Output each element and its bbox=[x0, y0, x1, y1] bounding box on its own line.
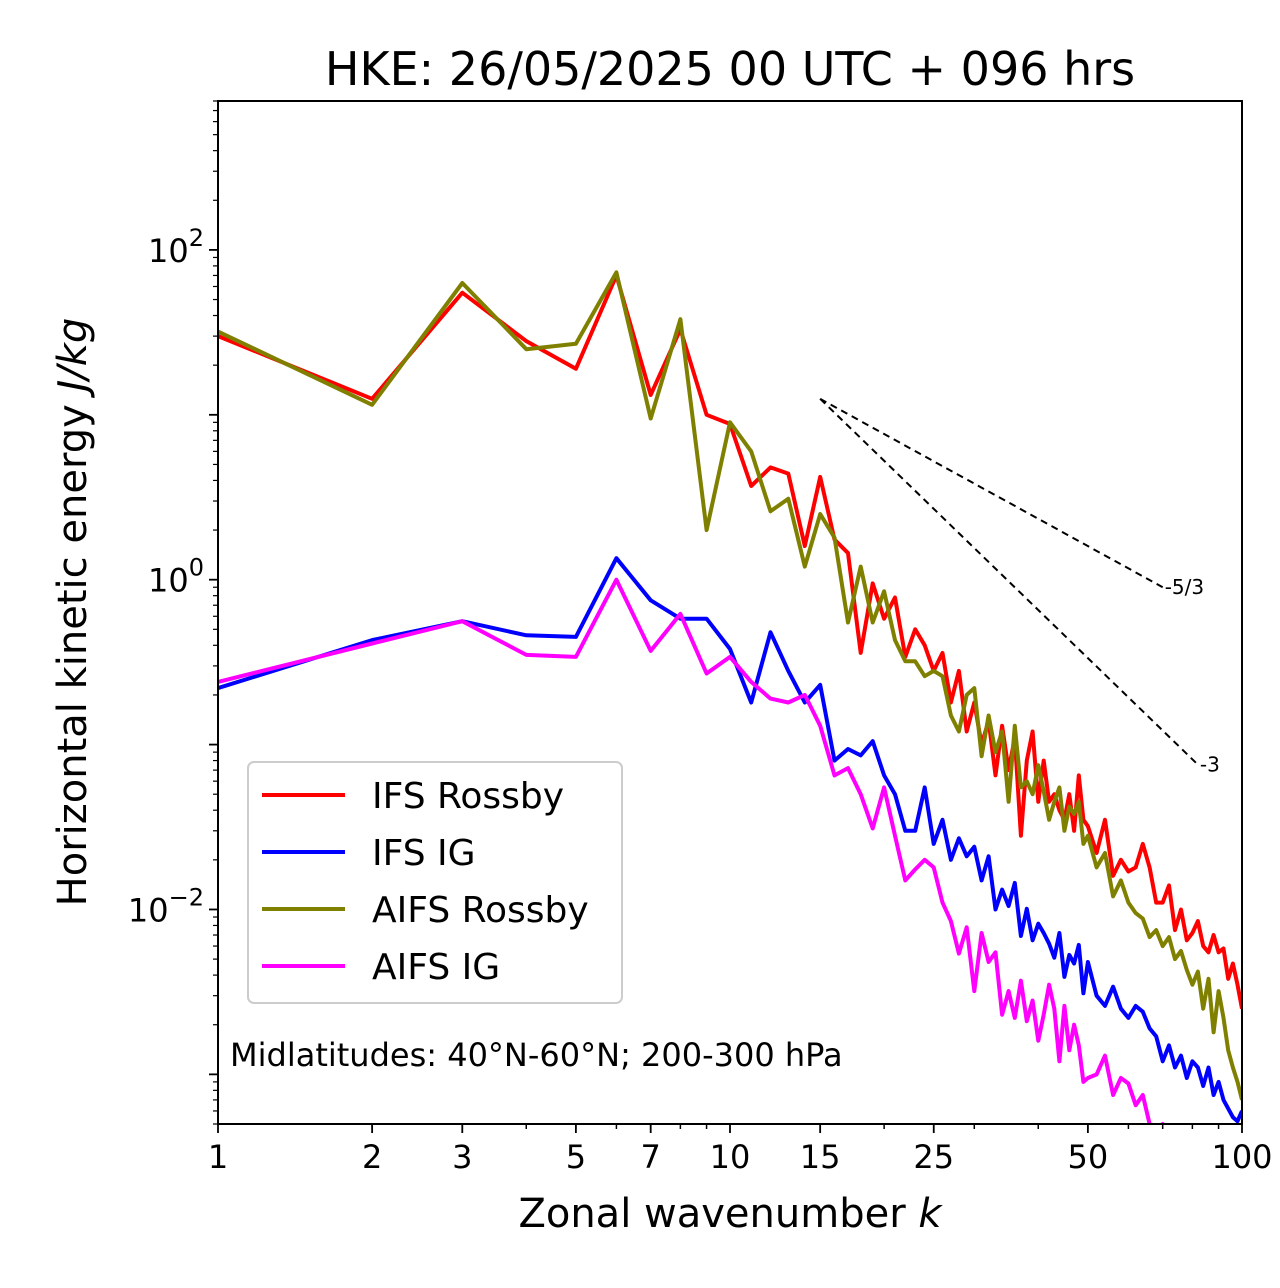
reference-slopes bbox=[819, 397, 1199, 766]
reference-slope-line bbox=[819, 397, 1164, 589]
plot-frame bbox=[217, 100, 1243, 1125]
series-line-aifs-ig bbox=[218, 577, 1165, 1124]
reference-slope-label: -3 bbox=[1200, 753, 1220, 777]
y-tick-label: 100 bbox=[148, 554, 204, 600]
x-tick-label: 15 bbox=[800, 1138, 841, 1176]
series-line-ifs-rossby bbox=[218, 273, 1242, 1010]
x-axis-label: Zonal wavenumber k bbox=[518, 1191, 943, 1237]
y-axis-label: Horizontal kinetic energy J/kg bbox=[50, 318, 96, 907]
legend: IFS Rossby IFS IG AIFS Rossby AIFS IG bbox=[247, 761, 623, 1004]
legend-label: IFS IG bbox=[372, 833, 476, 874]
y-tick-label: 102 bbox=[148, 224, 204, 270]
legend-label: AIFS IG bbox=[372, 947, 500, 988]
y-tick-label: 10−2 bbox=[128, 883, 204, 929]
legend-box bbox=[247, 761, 623, 1004]
x-tick-label: 50 bbox=[1068, 1138, 1109, 1176]
x-tick-label: 3 bbox=[452, 1138, 472, 1176]
reference-slope-label: -5/3 bbox=[1165, 575, 1204, 599]
x-tick-label: 25 bbox=[913, 1138, 954, 1176]
x-tick-label: 1 bbox=[208, 1138, 228, 1176]
series-line-ifs-ig bbox=[218, 556, 1242, 1124]
reference-slope-line bbox=[819, 398, 1199, 766]
x-tick-label: 2 bbox=[362, 1138, 382, 1176]
x-tick-label: 7 bbox=[641, 1138, 661, 1176]
legend-label: AIFS Rossby bbox=[372, 890, 589, 931]
x-axis: 1 2 3 5 7 10 15 25 50 100 bbox=[208, 1124, 1273, 1176]
x-tick-label: 100 bbox=[1211, 1138, 1272, 1176]
chart-title: HKE: 26/05/2025 00 UTC + 096 hrs bbox=[325, 42, 1135, 96]
region-annotation: Midlatitudes: 40°N-60°N; 200-300 hPa bbox=[230, 1036, 843, 1074]
legend-label: IFS Rossby bbox=[372, 776, 564, 817]
reference-slope-labels: -5/3 -3 bbox=[1165, 575, 1220, 776]
series-lines bbox=[218, 270, 1242, 1124]
x-tick-label: 5 bbox=[566, 1138, 586, 1176]
y-axis: 102 100 10−2 bbox=[128, 100, 218, 1125]
series-line-aifs-rossby bbox=[218, 270, 1242, 1101]
x-tick-label: 10 bbox=[710, 1138, 751, 1176]
